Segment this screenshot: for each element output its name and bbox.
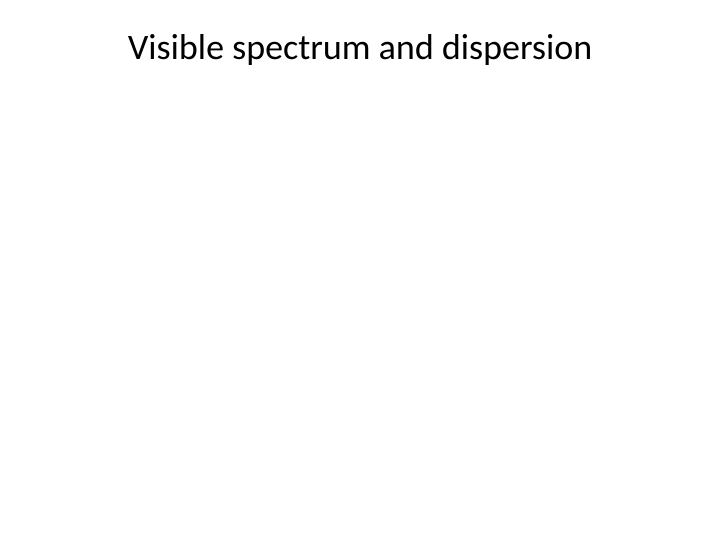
slide-title: Visible spectrum and dispersion xyxy=(0,25,720,69)
